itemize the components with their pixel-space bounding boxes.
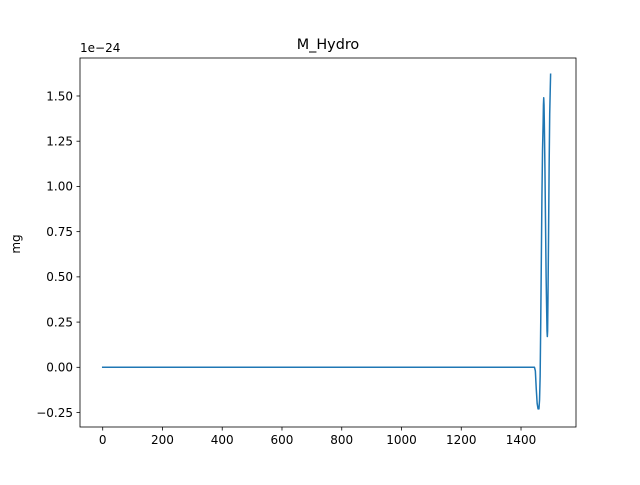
y-tick-label: 0.50 bbox=[46, 270, 73, 284]
x-tick-label: 400 bbox=[211, 433, 234, 447]
y-tick-label: 0.00 bbox=[46, 361, 73, 375]
y-tick-label: 0.75 bbox=[46, 225, 73, 239]
y-tick-label: 1.25 bbox=[46, 135, 73, 149]
x-tick-label: 200 bbox=[151, 433, 174, 447]
y-axis-scale-label: 1e−24 bbox=[80, 41, 120, 55]
x-tick-label: 800 bbox=[330, 433, 353, 447]
y-axis-label: mg bbox=[9, 234, 23, 253]
x-tick-label: 1000 bbox=[386, 433, 417, 447]
chart-title: M_Hydro bbox=[297, 37, 360, 53]
x-tick-label: 1400 bbox=[506, 433, 537, 447]
x-tick-label: 600 bbox=[271, 433, 294, 447]
x-axis-ticks: 0 200 400 600 800 1000 1200 1400 bbox=[99, 427, 536, 447]
y-tick-label: 0.25 bbox=[46, 315, 73, 329]
y-axis-ticks: −0.25 0.00 0.25 0.50 0.75 1.00 1.25 1.50 bbox=[36, 89, 80, 420]
plot-frame bbox=[79, 57, 577, 428]
x-tick-label: 1200 bbox=[446, 433, 477, 447]
y-tick-label: −0.25 bbox=[36, 406, 73, 420]
series-line bbox=[101, 73, 552, 410]
y-tick-label: 1.50 bbox=[46, 89, 73, 103]
y-tick-label: 1.00 bbox=[46, 180, 73, 194]
series-layer bbox=[101, 73, 552, 410]
x-tick-label: 0 bbox=[99, 433, 107, 447]
